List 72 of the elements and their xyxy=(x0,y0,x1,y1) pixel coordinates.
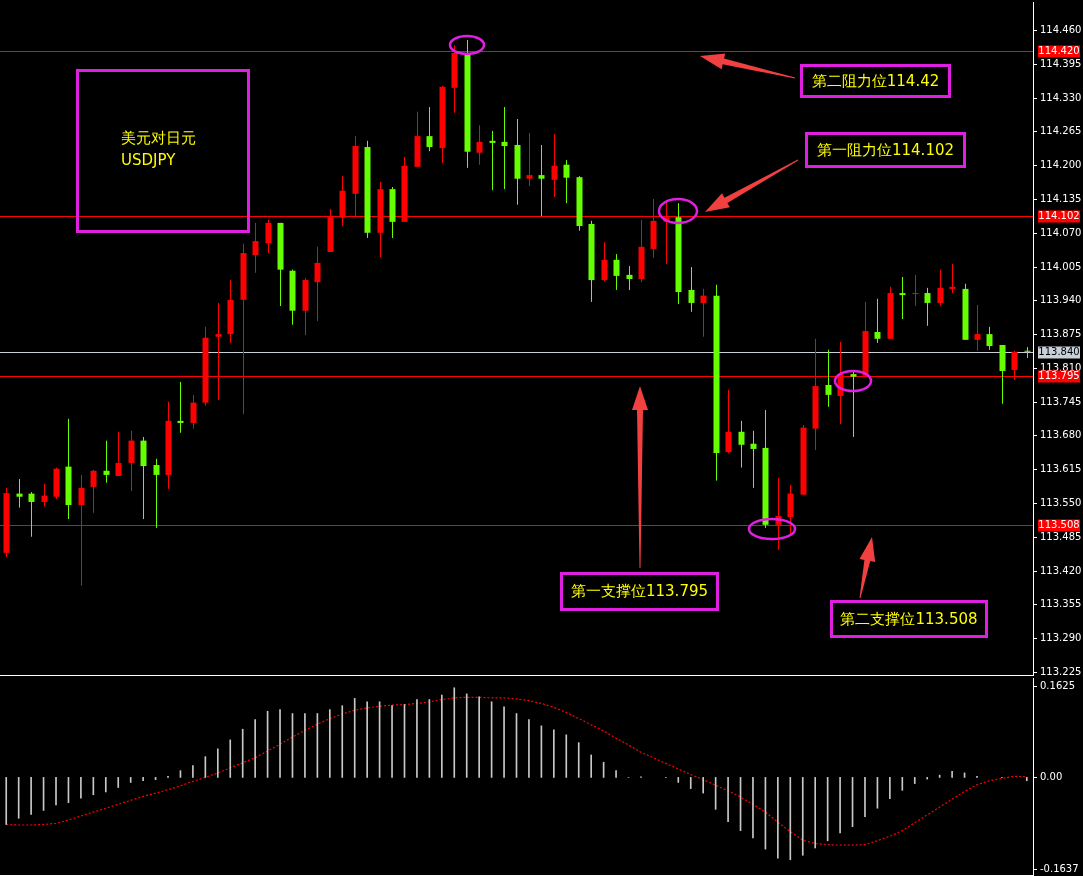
candlestick xyxy=(899,276,906,320)
y-tick-label: 114.200 xyxy=(1040,159,1082,171)
y-tick-label: 113.680 xyxy=(1040,429,1082,441)
candlestick xyxy=(115,431,122,477)
candlestick xyxy=(563,159,570,204)
candlestick xyxy=(252,222,259,274)
candlestick xyxy=(986,326,993,351)
candlestick xyxy=(974,304,981,352)
candlestick xyxy=(551,133,558,198)
y-tick-label: 0.1625 xyxy=(1040,680,1075,692)
ref-line-label: 114.102 xyxy=(1038,210,1080,222)
y-tick-label: 0.00 xyxy=(1040,771,1063,783)
candlestick xyxy=(41,483,48,508)
candlestick xyxy=(476,124,483,166)
ref-line-label: 114.420 xyxy=(1038,45,1080,57)
candlestick xyxy=(750,430,757,489)
candlestick xyxy=(601,241,608,282)
candlestick xyxy=(90,469,97,514)
candlestick xyxy=(825,349,832,408)
candlestick xyxy=(177,381,184,434)
annotation: 第二阻力位114.42 xyxy=(800,64,951,98)
y-tick-label: 113.225 xyxy=(1040,666,1082,678)
candlestick xyxy=(874,298,881,344)
candlestick xyxy=(738,420,745,469)
candlestick xyxy=(700,288,707,338)
candlestick xyxy=(613,253,620,291)
candlestick xyxy=(688,266,695,313)
candlestick xyxy=(850,369,857,438)
candlestick xyxy=(265,219,272,254)
candlestick xyxy=(489,130,496,191)
y-tick-label: 113.940 xyxy=(1040,294,1082,306)
y-tick-label: 113.485 xyxy=(1040,531,1082,543)
candlestick xyxy=(626,265,633,291)
y-tick-label: 113.550 xyxy=(1040,497,1082,509)
y-tick-label: 114.265 xyxy=(1040,125,1082,137)
annotation: 第二支撑位113.508 xyxy=(830,600,988,638)
candlestick xyxy=(949,263,956,294)
y-tick-label: 114.070 xyxy=(1040,227,1082,239)
candlestick xyxy=(912,274,919,307)
candlestick xyxy=(924,287,931,327)
candlestick xyxy=(16,478,23,509)
candlestick xyxy=(1024,346,1031,359)
y-tick-label: 113.875 xyxy=(1040,328,1082,340)
candlestick xyxy=(103,440,110,484)
candlestick xyxy=(725,389,732,454)
candlestick xyxy=(937,269,944,307)
text: 美元对日元 USDJPY xyxy=(76,69,250,233)
y-tick-label: 113.615 xyxy=(1040,463,1082,475)
ref-line-label: 113.840 xyxy=(1038,346,1080,358)
candlestick xyxy=(538,144,545,217)
ref-line-label: 113.508 xyxy=(1038,519,1080,531)
annotation: 第一阻力位114.102 xyxy=(805,132,966,168)
y-tick-label: 114.330 xyxy=(1040,92,1082,104)
candlestick xyxy=(314,246,321,322)
y-tick-label: 114.460 xyxy=(1040,24,1082,36)
y-tick-label: 113.745 xyxy=(1040,396,1082,408)
line-series xyxy=(5,696,1028,846)
candlestick xyxy=(426,106,433,152)
candlestick xyxy=(501,106,508,190)
y-tick-label: 113.420 xyxy=(1040,565,1082,577)
y-tick-label: 114.395 xyxy=(1040,58,1082,70)
y-tick-label: -0.1637 xyxy=(1040,863,1079,875)
y-tick-label: 113.290 xyxy=(1040,632,1082,644)
annotation: 第一支撑位113.795 xyxy=(560,572,719,611)
candlestick xyxy=(128,430,135,492)
candlestick xyxy=(190,394,197,430)
candlestick xyxy=(28,491,35,538)
candlestick xyxy=(153,458,160,529)
y-tick-label: 114.135 xyxy=(1040,193,1082,205)
candlestick xyxy=(526,132,533,187)
y-tick-label: 114.005 xyxy=(1040,261,1082,273)
y-tick-label: 113.355 xyxy=(1040,598,1082,610)
